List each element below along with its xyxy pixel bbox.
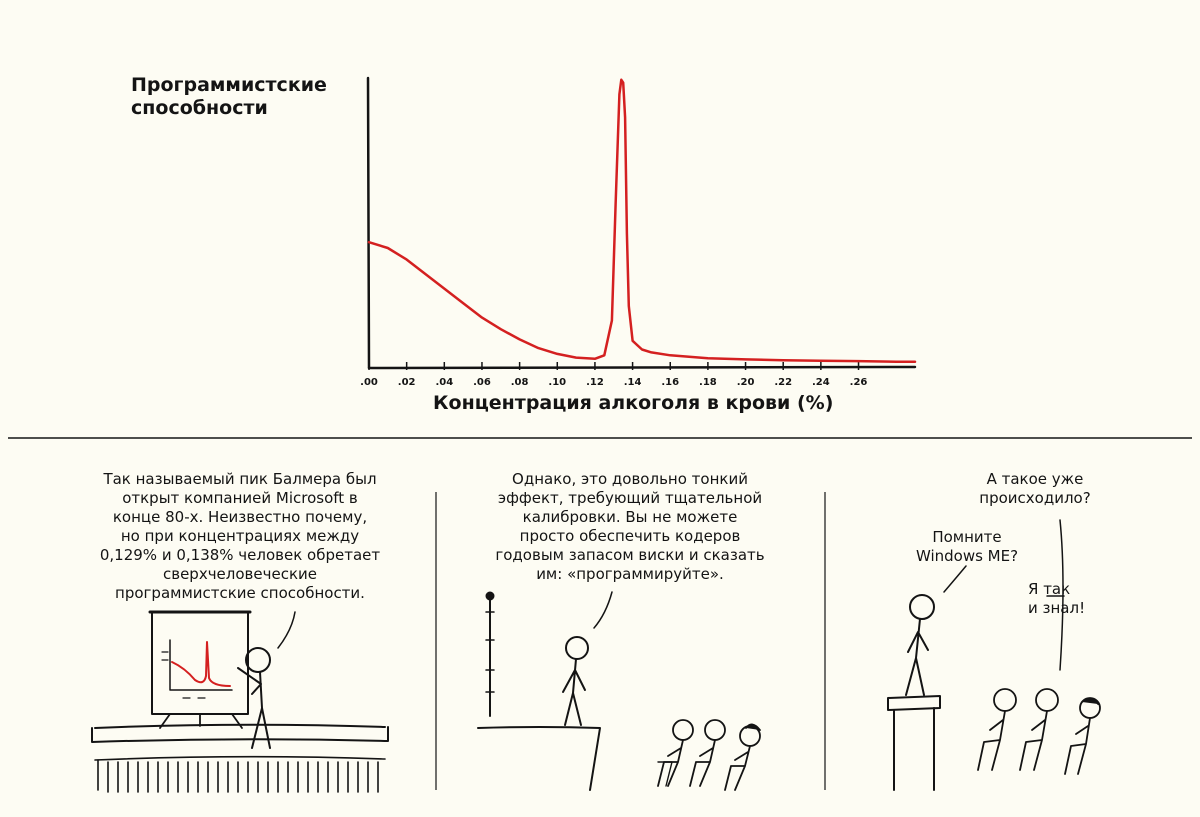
x-tick-label: .08 xyxy=(511,377,529,388)
panel2-drawing xyxy=(477,591,761,791)
stage-skirt xyxy=(94,755,386,793)
x-tick-label: .04 xyxy=(435,377,453,388)
panel3-drawing xyxy=(887,519,1101,791)
x-ticks: .00 .02 .04 .06 .08 .10 .12 .14 .16 .18 .20 .22 .24.… xyxy=(360,362,867,388)
x-tick-label: .02 xyxy=(398,377,416,388)
x-tick-label: .10 xyxy=(548,377,566,388)
y-axis xyxy=(366,76,371,370)
audience-p2 xyxy=(657,719,761,791)
x-tick-label: .24 xyxy=(812,377,830,388)
panel2-caption: Однако, это довольно тонкий эффект, треб… xyxy=(495,470,765,583)
panel3-caption: А такое уже происходило? xyxy=(979,470,1091,507)
chart-axes xyxy=(366,76,917,370)
y-axis-label: Программистские способности xyxy=(131,74,327,119)
panel3-speaker-bubble: Помните Windows ME? xyxy=(915,528,1019,565)
panel1-drawing xyxy=(91,610,389,793)
presentation-board xyxy=(151,611,249,715)
x-tick-label: .26 xyxy=(850,377,868,388)
panel3-audience-bubble: Я так и знал! xyxy=(1028,580,1086,617)
x-axis-label: Концентрация алкоголя в крови (%) xyxy=(433,392,834,414)
panel1-caption: Так называемый пик Балмера был открыт ко… xyxy=(99,470,381,602)
x-tick-label: .06 xyxy=(473,377,491,388)
x-axis xyxy=(367,365,917,370)
x-tick-label: .00 xyxy=(360,377,378,388)
x-tick-label: .14 xyxy=(624,377,642,388)
x-tick-label: .12 xyxy=(586,377,604,388)
series-line xyxy=(367,78,917,363)
x-tick-label: .20 xyxy=(737,377,755,388)
x-tick-label: .22 xyxy=(774,377,792,388)
x-tick-label: .18 xyxy=(699,377,717,388)
x-tick-label: .16 xyxy=(661,377,679,388)
audience-p3 xyxy=(977,688,1101,775)
